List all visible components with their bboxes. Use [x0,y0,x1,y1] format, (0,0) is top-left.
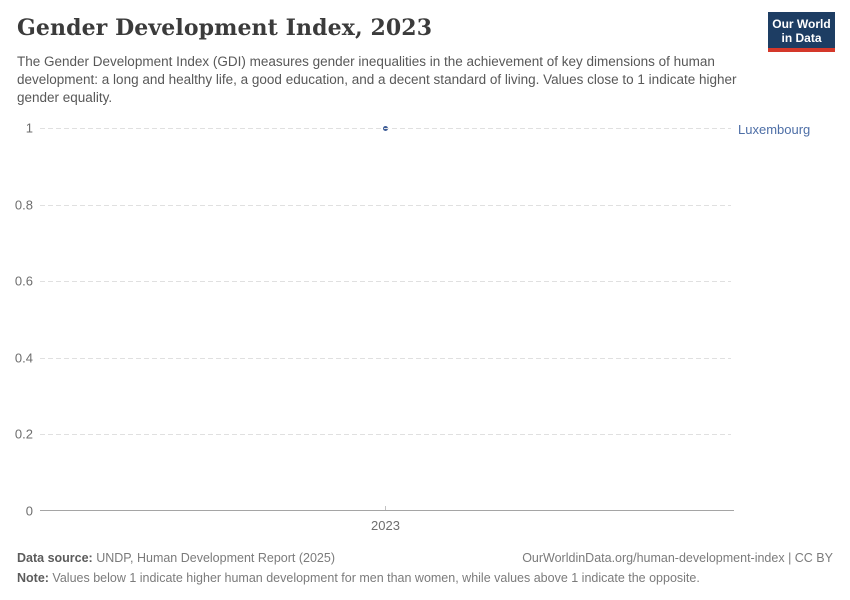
data-source-text: UNDP, Human Development Report (2025) [92,551,335,565]
y-axis-tick-label: 1 [25,120,33,136]
owid-logo[interactable]: Our World in Data [768,12,835,52]
data-source: Data source: UNDP, Human Development Rep… [17,548,335,568]
y-axis-tick-label: 0.8 [14,197,33,213]
x-axis-tick-label: 2023 [371,518,400,533]
x-axis-tick [385,506,386,510]
y-axis-tick-label: 0.6 [14,273,33,289]
gridline [40,434,731,436]
data-source-label: Data source: [17,551,93,565]
footnote-label: Note: [17,571,49,585]
attribution-link[interactable]: OurWorldinData.org/human-development-ind… [522,551,833,565]
owid-logo-line2: in Data [781,31,822,45]
gridline [40,357,731,359]
gridline [40,204,731,206]
entity-label-luxembourg[interactable]: Luxembourg [738,122,811,137]
y-axis-tick-label: 0.2 [14,426,33,442]
y-axis-labels: 0 0.2 0.4 0.6 0.8 1 [0,121,33,519]
chart-subtitle: The Gender Development Index (GDI) measu… [17,54,737,105]
y-axis-tick-label: 0 [25,503,33,519]
footnote: Note: Values below 1 indicate higher hum… [17,568,833,588]
chart-footer: Data source: UNDP, Human Development Rep… [17,548,833,588]
owid-logo-line1: Our World [772,17,831,31]
y-axis-tick-label: 0.4 [14,350,33,366]
gridline [40,281,731,283]
plot-area [40,125,734,511]
gridline [40,128,731,129]
x-axis-line [40,510,734,511]
page-title: Gender Development Index, 2023 [17,15,433,41]
footnote-text: Values below 1 indicate higher human dev… [48,571,700,585]
